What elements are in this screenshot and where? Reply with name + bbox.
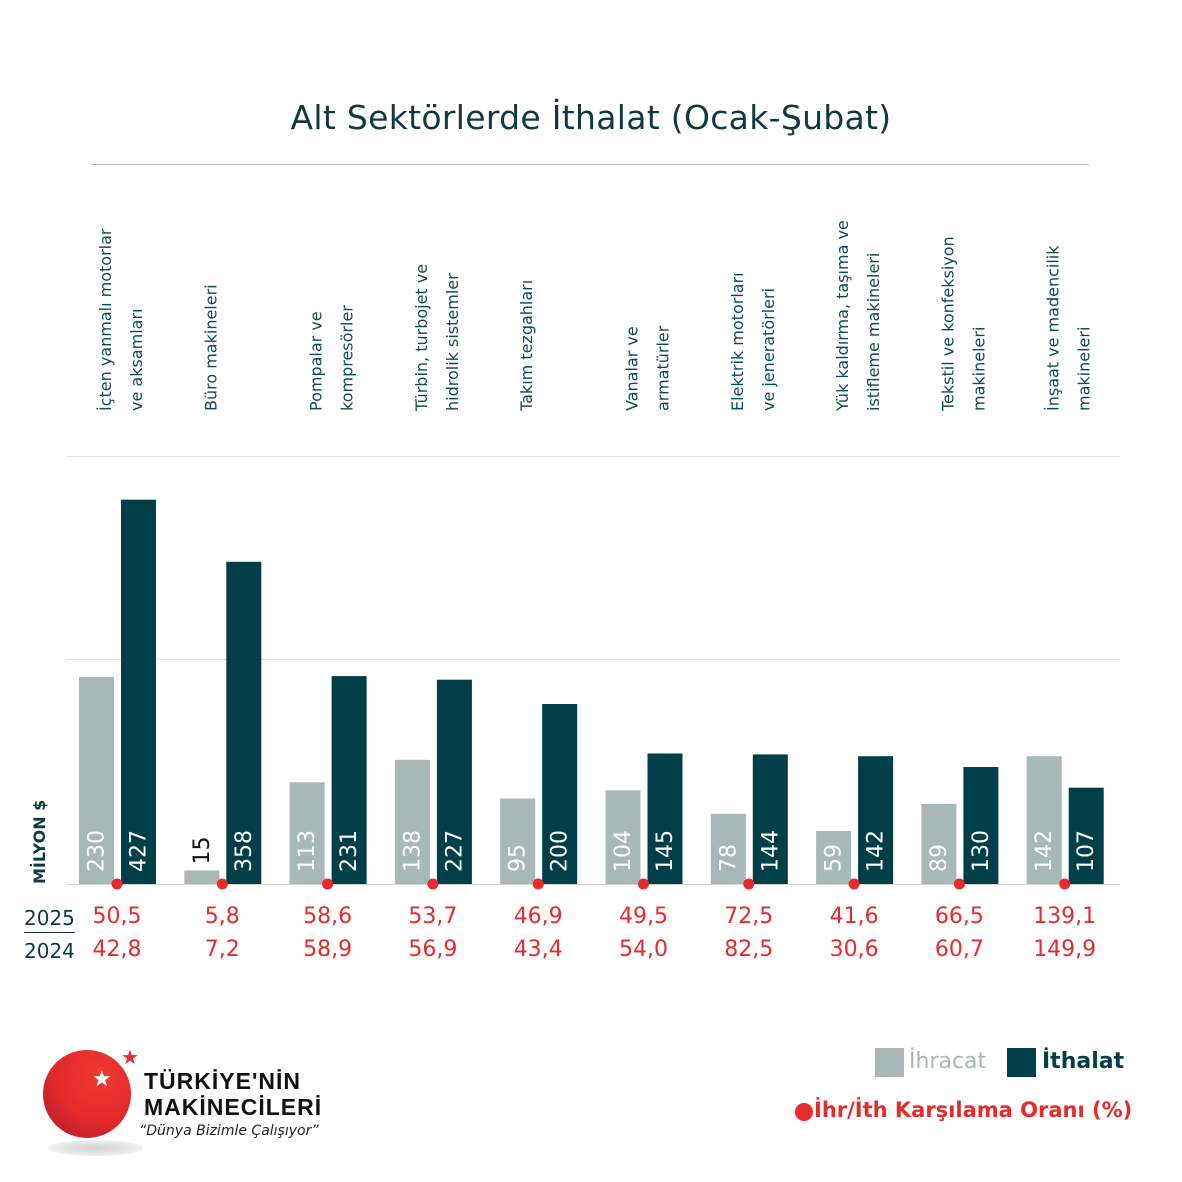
bar-ithalat [226, 561, 262, 884]
year-label: 2024 [24, 939, 75, 963]
ratio-dot [1059, 878, 1071, 890]
bar-ithalat [963, 767, 999, 884]
ratio-value: 53,7 [408, 904, 458, 929]
year-label: 2025 [24, 906, 75, 933]
bar-value-label: 59 [822, 844, 847, 872]
logo-star-icon: ★ [92, 1067, 112, 1092]
legend-swatch-ihracat [875, 1048, 904, 1077]
ratio-dot [743, 878, 755, 890]
ratio-value: 149,9 [1033, 937, 1097, 962]
logo-star-small-icon: ★ [121, 1045, 139, 1069]
ratio-dot [216, 878, 228, 890]
ratio-value: 7,2 [204, 937, 240, 962]
bar-ithalat [752, 754, 788, 884]
bar-ihracat [79, 677, 114, 884]
logo-circle-icon [43, 1050, 131, 1138]
bar-value-label: 95 [506, 844, 531, 872]
ratio-dot [953, 878, 965, 890]
bar-value-label: 15 [190, 837, 215, 865]
legend-dot-ratio [795, 1103, 813, 1121]
bar-value-label: 200 [548, 830, 573, 872]
bar-value-label: 104 [611, 830, 636, 872]
ratio-value: 56,9 [408, 937, 458, 962]
bar-ithalat [647, 753, 683, 884]
bar-value-label: 427 [127, 830, 152, 872]
bar-ihracat [394, 759, 430, 884]
legend-swatch-ithalat [1007, 1048, 1036, 1077]
ratio-dot [322, 878, 334, 890]
logo-shadow [48, 1140, 143, 1156]
ratio-value: 72,5 [724, 904, 774, 929]
ratio-value: 43,4 [513, 937, 563, 962]
gridline [66, 456, 1120, 457]
bar-value-label: 145 [653, 830, 678, 872]
bar-value-label: 227 [442, 830, 467, 872]
ratio-value: 60,7 [934, 937, 984, 962]
bar-value-label: 130 [969, 830, 994, 872]
ratio-value: 5,8 [204, 904, 240, 929]
legend-label-ithalat: İthalat [1042, 1049, 1125, 1074]
legend-label-ihracat: İhracat [909, 1049, 987, 1074]
bar-value-label: 230 [85, 830, 110, 872]
chart-title: Alt Sektörlerde İthalat (Ocak-Şubat) [290, 98, 892, 137]
bar-value-label: 138 [400, 830, 425, 872]
bar-ihracat [1026, 756, 1062, 884]
gridline [66, 659, 1120, 660]
logo-slogan: “Dünya Bizimle Çalışıyor” [139, 1123, 319, 1139]
bar-value-label: 142 [864, 830, 889, 872]
legend-label-ratio: İhr/İth Karşılama Oranı (%) [814, 1098, 1133, 1122]
bar-value-label: 358 [232, 830, 257, 872]
ratio-value: 58,6 [303, 904, 353, 929]
bar-value-label: 142 [1032, 830, 1057, 872]
ratio-value: 46,9 [513, 904, 563, 929]
bar-ihracat [605, 790, 641, 884]
logo-text: TÜRKİYE'NİN MAKİNECİLERİ [144, 1068, 323, 1120]
bar-ihracat [816, 830, 852, 884]
ratio-value: 30,6 [829, 937, 879, 962]
x-axis-line [66, 884, 1120, 885]
ratio-value: 50,5 [92, 904, 142, 929]
bar-value-label: 231 [337, 830, 362, 872]
bar-ihracat [184, 870, 220, 884]
ratio-value: 58,9 [303, 937, 353, 962]
ratio-value: 54,0 [619, 937, 668, 962]
ratio-dot [427, 878, 439, 890]
bar-value-label: 89 [927, 844, 952, 872]
bar-ihracat [500, 798, 536, 884]
ratio-dot [532, 878, 544, 890]
bar-ihracat [710, 813, 746, 884]
ratio-value: 139,1 [1033, 904, 1097, 929]
bar-ihracat [289, 782, 325, 884]
ratio-dot [638, 878, 649, 890]
bar-ithalat [436, 679, 472, 884]
ratio-value: 42,8 [92, 937, 142, 962]
bar-ihracat [921, 803, 957, 884]
ratio-value: 82,5 [724, 937, 774, 962]
bar-ithalat [331, 676, 367, 884]
ratio-value: 66,5 [934, 904, 984, 929]
bar-ithalat [858, 756, 894, 884]
title-divider [91, 164, 1089, 165]
bar-ithalat [1068, 787, 1104, 884]
bar-ithalat [542, 704, 578, 884]
ratio-dot [848, 878, 860, 890]
bar-ithalat [121, 499, 156, 884]
bar-value-label: 144 [758, 830, 783, 872]
ratio-value: 41,6 [829, 904, 879, 929]
ratio-value: 49,5 [619, 904, 668, 929]
bar-value-label: 113 [295, 830, 320, 872]
ratio-dot [111, 878, 123, 890]
bar-value-label: 78 [716, 844, 741, 872]
bar-value-label: 107 [1074, 830, 1099, 872]
